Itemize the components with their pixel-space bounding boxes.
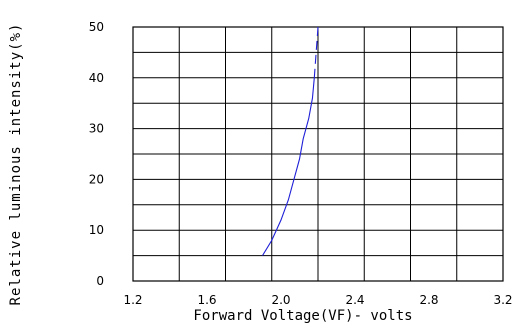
x-tick-label: 2.0 [271,293,290,307]
y-tick-label: 0 [96,274,104,288]
y-tick-label: 10 [89,223,104,237]
x-tick-label: 1.2 [123,293,142,307]
x-tick-label: 3.2 [493,293,512,307]
y-tick-labels: 0 10 20 30 40 50 [89,20,104,288]
series-line-dashed [313,26,319,78]
series-curve-group [262,26,319,256]
x-tick-labels: 1.2 1.6 2.0 2.4 2.8 3.2 [123,293,512,307]
x-tick-label: 1.6 [197,293,216,307]
y-tick-label: 20 [89,172,104,186]
x-tick-label: 2.4 [345,293,364,307]
y-tick-label: 50 [89,20,104,34]
x-tick-label: 2.8 [419,293,438,307]
grid [133,27,503,281]
x-axis-title: Forward Voltage(VF)- volts [193,308,412,324]
y-tick-label: 30 [89,122,104,136]
y-axis-title: Relative luminous intensity(%) [8,23,24,306]
series-line [262,77,315,256]
y-tick-label: 40 [89,71,104,85]
